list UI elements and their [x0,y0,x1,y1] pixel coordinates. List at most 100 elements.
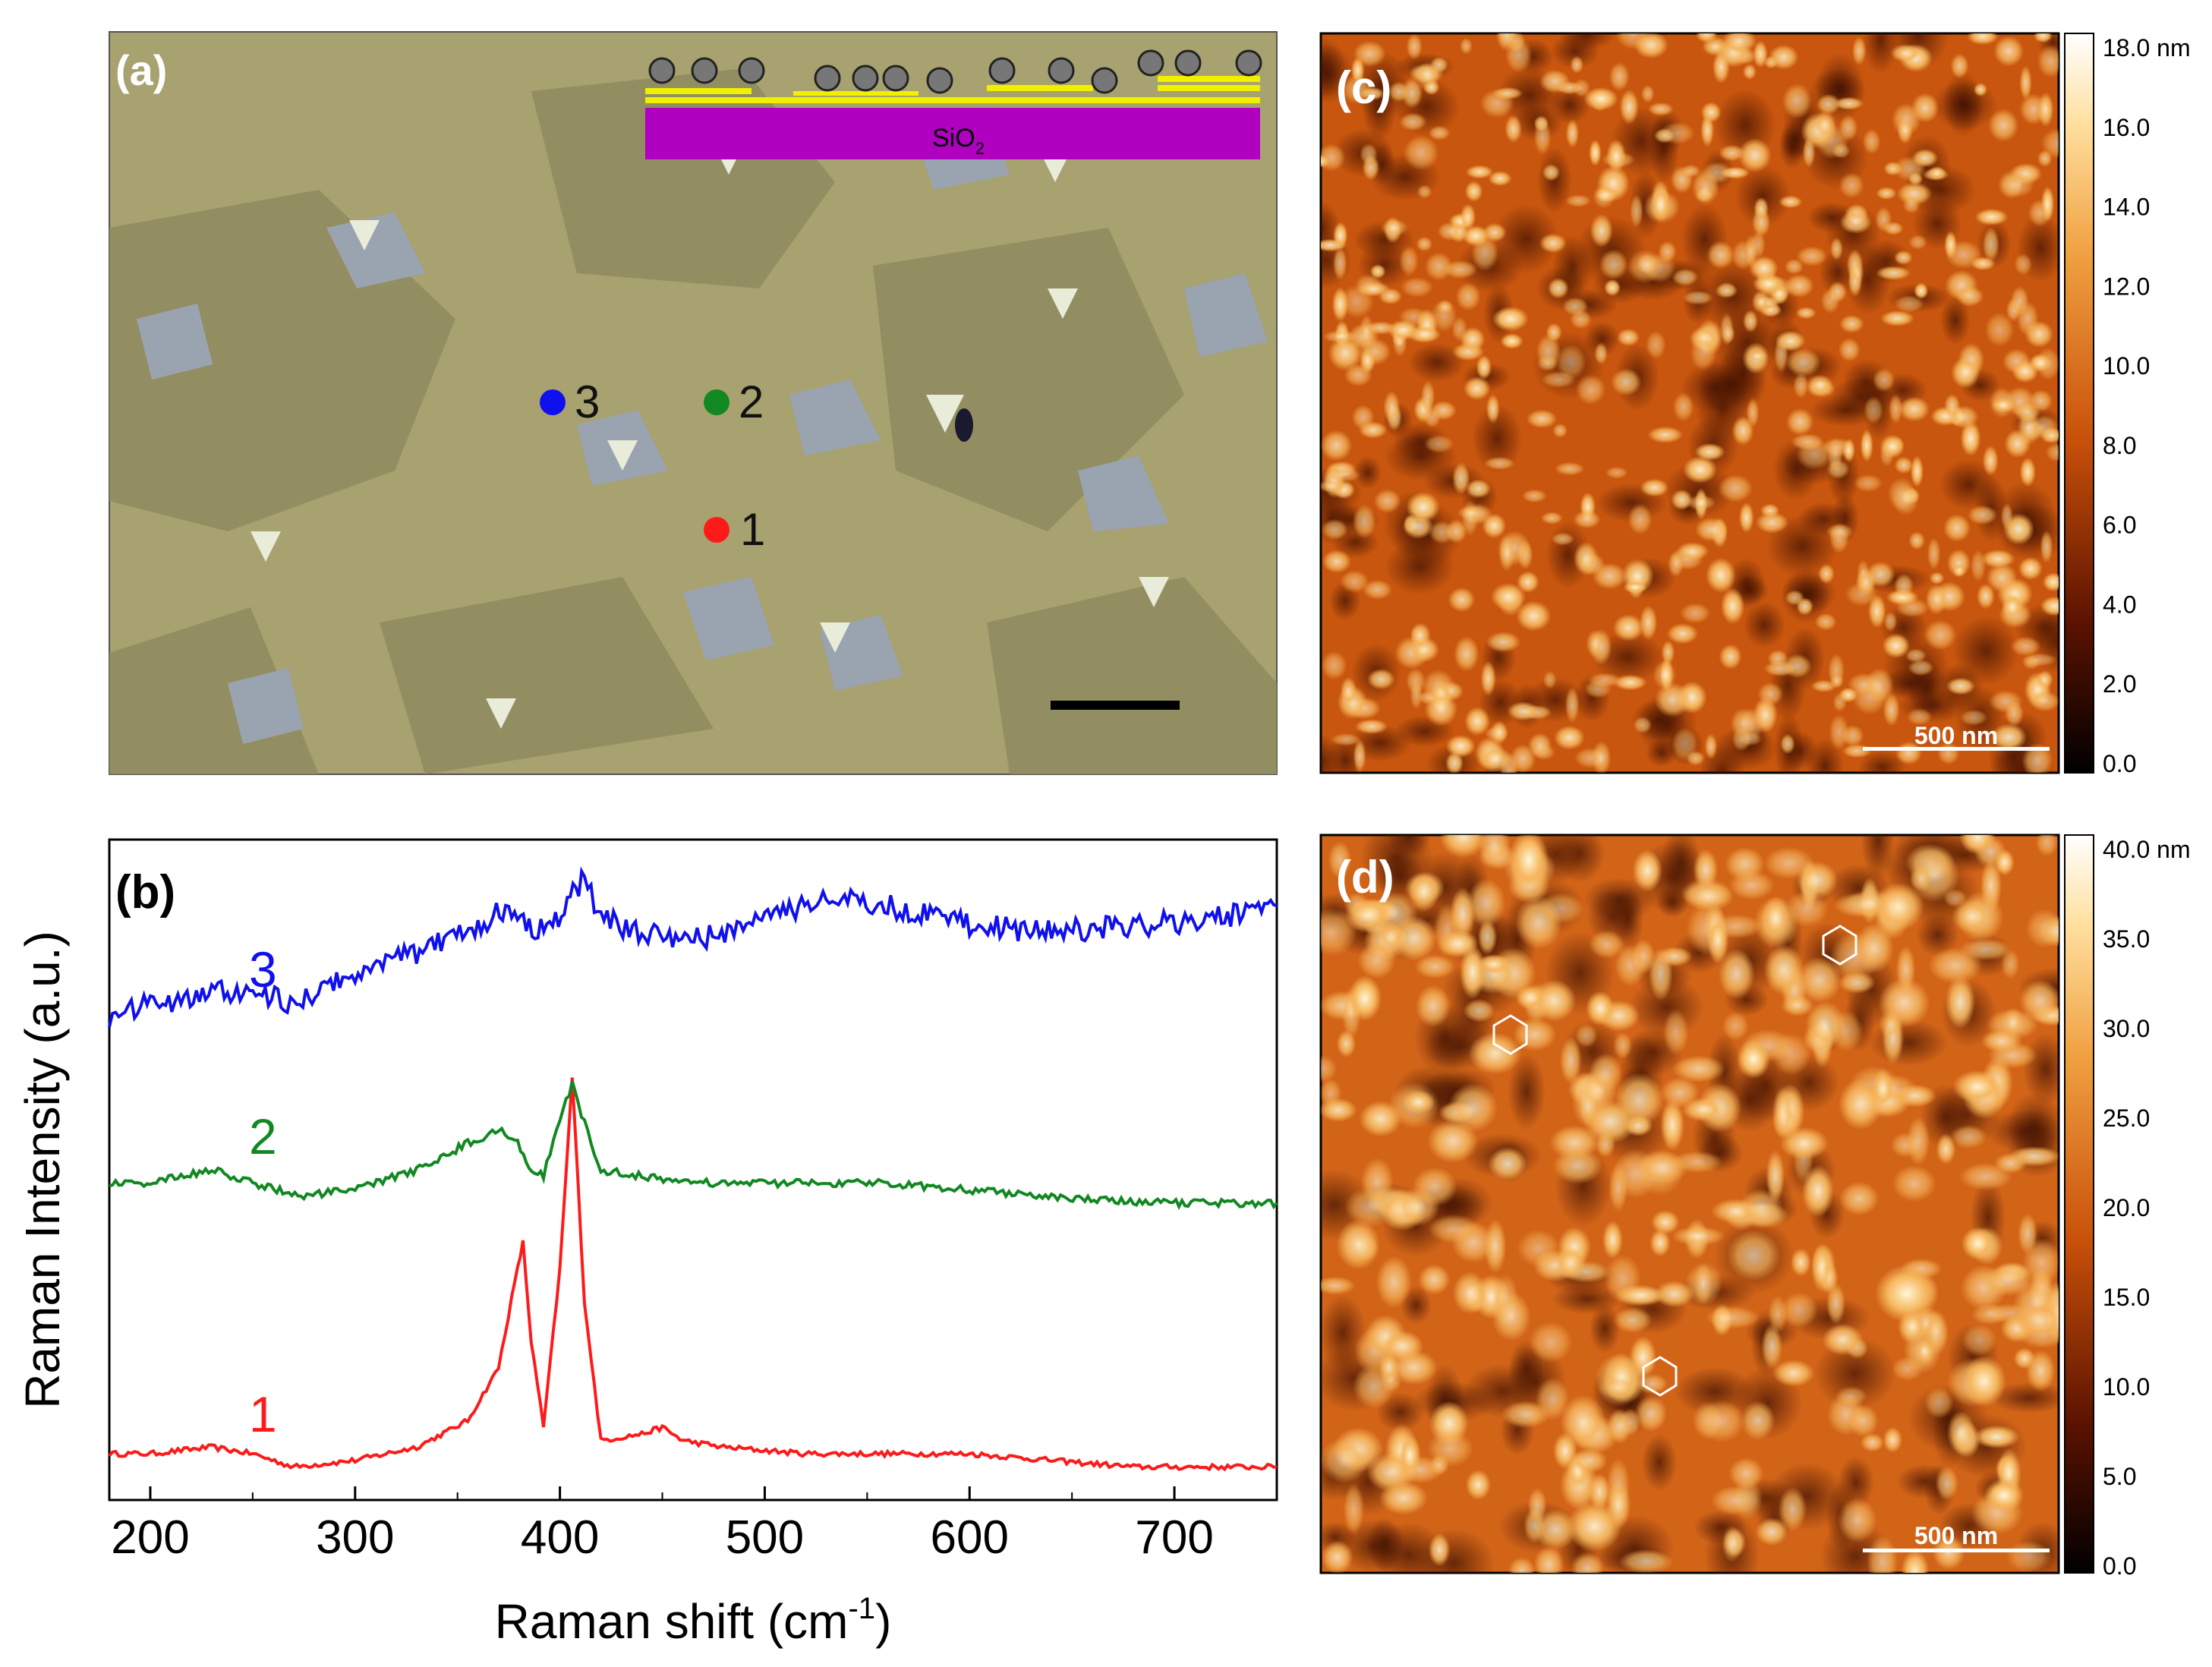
afm-grain [1883,1426,1902,1453]
afm-grain [1508,1557,1536,1573]
afm-grain [1839,1078,1883,1130]
afm-grain [1683,455,1718,484]
afm-grain [1780,994,1814,1016]
afm-grain [1793,372,1809,399]
afm-grain [1344,898,1391,933]
afm-grain [1399,246,1419,276]
afm-grain [1873,368,1895,392]
afm-grain [1332,247,1347,281]
afm-c-scale-bar [1863,747,2050,751]
afm-grain [1633,716,1653,734]
afm-grain [1682,290,1714,305]
afm-grain [1865,561,1895,588]
afm-grain [1459,944,1486,1000]
afm-grain [1654,1281,1695,1308]
afm-grain [1888,394,1903,424]
afm-grain [1460,203,1476,231]
afm-grain [2028,389,2053,412]
afm-grain [1571,1448,1608,1473]
x-tick-label-200: 200 [111,1511,189,1564]
y-axis-label: Raman Intensity (a.u.) [15,931,70,1409]
colorbar-tick-label: 40.0 nm [2103,836,2191,863]
afm-grain [1842,438,1855,462]
afm-grain [1383,391,1401,424]
afm-grain [1403,134,1439,171]
colorbar-d [2064,834,2094,1574]
afm-d-scale-bar [1863,1549,2050,1552]
afm-grain [2025,1350,2056,1392]
afm-grain [1867,594,1886,629]
afm-grain [1651,1210,1680,1234]
afm-grain [2021,653,2057,666]
afm-grain [1897,116,1913,144]
afm-grain [1517,571,1539,594]
afm-grain [1672,392,1694,422]
colorbar-tick-label: 20.0 [2103,1194,2150,1221]
afm-grain [1490,582,1527,611]
afm-grain [1551,532,1574,546]
afm-grain [1681,164,1701,178]
afm-grain [2010,285,2029,317]
panel-c-label: (c) [1336,62,1391,113]
afm-grain [1647,426,1684,443]
afm-grain [1946,677,1975,695]
afm-depression [1583,877,1656,922]
afm-grain [1952,900,1992,934]
afm-grain [1477,954,1511,974]
colorbar-tick-label: 0.0 [2103,1552,2136,1580]
afm-grain [1805,1001,1846,1050]
sio2-substrate [645,108,1260,159]
afm-grain [1780,1292,1818,1328]
point-1-label: 1 [740,504,765,555]
afm-grain [1507,701,1539,721]
afm-grain [1753,273,1785,295]
afm-grain [1990,723,2028,752]
afm-grain [1737,731,1763,746]
series-label-2: 2 [249,1108,277,1164]
afm-grain [1465,479,1492,499]
afm-grain [1605,466,1628,479]
afm-grain [1841,724,1864,747]
afm-grain [1408,873,1440,912]
afm-grain [1476,355,1492,380]
afm-grain [1656,947,1693,967]
afm-grain [2035,835,2059,857]
mos2-layer-2 [645,88,752,94]
afm-grain [1871,1068,1894,1109]
colorbar-tick-label: 12.0 [2103,273,2150,300]
afm-grain [1880,310,1915,326]
afm-depression [1641,1433,1678,1492]
afm-grain [1742,310,1758,332]
afm-grain [1354,719,1388,735]
afm-grain [2029,690,2059,712]
afm-grain [1968,505,1998,525]
afm-grain [1613,674,1647,691]
afm-grain [2018,1213,2038,1255]
afm-grain [1321,238,1347,252]
afm-grain [1894,250,1913,265]
afm-grain [1738,502,1754,534]
afm-grain [1814,110,1836,139]
afm-grain [1464,707,1490,736]
afm-grain [1480,660,1496,697]
afm-grain [1839,115,1858,141]
afm-grain [1833,96,1864,111]
afm-c-scale-label: 500 nm [1914,722,1998,749]
afm-grain [1982,445,1999,476]
colorbar-tick-label: 4.0 [2103,591,2136,618]
afm-grain [1379,1480,1428,1515]
afm-grain [1698,1400,1745,1443]
colorbar-tick-label: 14.0 [2103,194,2150,221]
afm-grain [1380,219,1408,237]
afm-grain [1988,109,2019,142]
afm-grain [1742,64,1757,80]
afm-grain [1951,357,1980,389]
afm-grain [1613,1306,1653,1333]
afm-grain [1728,871,1775,900]
afm-grain [1676,542,1709,561]
afm-grain [2037,92,2054,128]
afm-grain [1795,307,1817,320]
afm-grain [1650,187,1671,222]
afm-grain [1837,1498,1877,1543]
afm-grain [1693,849,1719,890]
